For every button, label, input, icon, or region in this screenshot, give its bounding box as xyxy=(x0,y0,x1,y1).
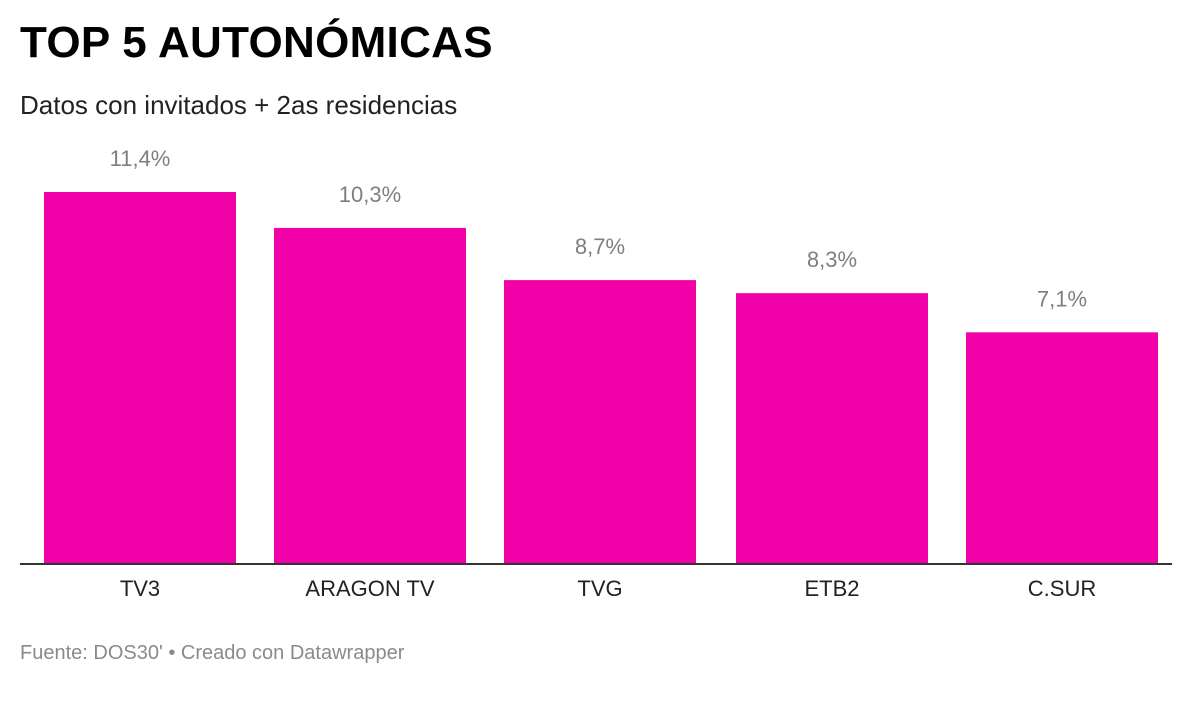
category-label: ARAGON TV xyxy=(305,576,435,601)
category-label: TV3 xyxy=(120,576,160,601)
chart-title: TOP 5 AUTONÓMICAS xyxy=(20,18,493,67)
bar-tvg xyxy=(504,280,696,564)
category-label: ETB2 xyxy=(804,576,859,601)
value-label: 7,1% xyxy=(1037,286,1087,311)
bar-aragon-tv xyxy=(274,227,466,565)
bar-etb2 xyxy=(736,293,928,564)
bar-c-sur xyxy=(966,332,1158,564)
category-label: C.SUR xyxy=(1028,576,1096,601)
value-label: 10,3% xyxy=(339,182,401,207)
chart-subtitle: Datos con invitados + 2as residencias xyxy=(20,90,458,120)
value-label: 8,7% xyxy=(575,234,625,259)
category-label: TVG xyxy=(577,576,622,601)
bar-tv3 xyxy=(44,192,236,564)
source-note: Fuente: DOS30' • Creado con Datawrapper xyxy=(20,642,405,664)
value-label: 11,4% xyxy=(110,146,171,171)
bar-chart: 11,4% TV3 10,3% ARAGON TV 8,7% TVG 8,3% ETB2 7,1… xyxy=(20,146,1172,601)
value-label: 8,3% xyxy=(807,247,857,272)
